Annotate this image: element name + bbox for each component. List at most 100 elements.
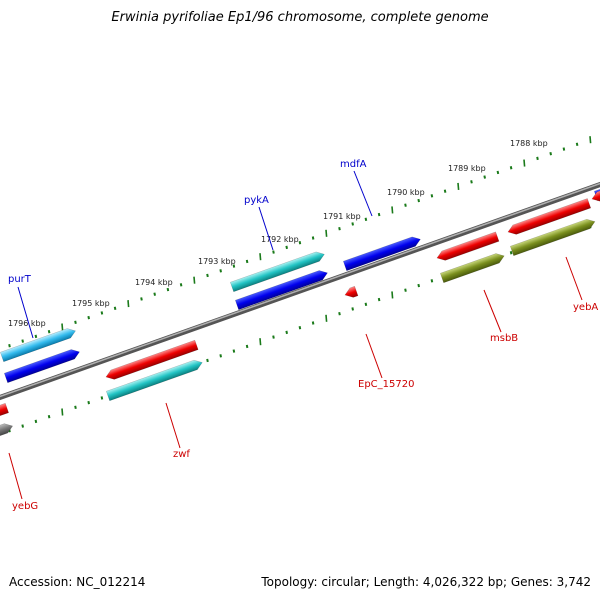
gene-feature-arrow	[106, 359, 203, 402]
reverse-tick	[325, 314, 328, 322]
forward-tick	[140, 297, 143, 301]
gene-feature-arrow	[436, 231, 500, 261]
gene-feature-arrow	[0, 328, 76, 363]
forward-tick	[311, 236, 315, 240]
leader-line	[483, 289, 502, 333]
forward-tick	[219, 269, 222, 273]
forward-tick	[74, 320, 77, 325]
forward-tick	[100, 311, 104, 315]
forward-tick	[179, 283, 183, 287]
forward-tick	[272, 250, 275, 254]
reverse-tick	[61, 408, 64, 416]
reverse-tick	[47, 414, 51, 419]
reverse-tick	[34, 419, 38, 424]
forward-tick	[589, 136, 592, 144]
scale-label: 1788 kbp	[510, 139, 548, 148]
gene-feature-arrow	[440, 253, 505, 284]
reverse-tick	[272, 335, 275, 339]
reverse-tick	[430, 279, 434, 283]
forward-tick	[206, 273, 209, 278]
scale-label: 1794 kbp	[135, 278, 173, 287]
gene-feature-arrow	[230, 251, 325, 293]
reverse-tick	[364, 302, 368, 306]
gene-feature-arrow	[0, 402, 9, 417]
reverse-tick	[285, 330, 288, 335]
gene-labels: purT pykA mdfA zwf EpC_15720 msbB yebA yebG	[8, 159, 598, 512]
forward-tick	[259, 253, 262, 261]
map-title: Erwinia pyrifoliae Ep1/96 chromosome, co…	[111, 10, 489, 25]
forward-tick	[430, 194, 434, 198]
forward-tick	[34, 334, 38, 339]
forward-tick	[61, 323, 64, 331]
gene-feature-arrow	[344, 285, 359, 298]
forward-tick	[232, 264, 236, 268]
leader-line	[8, 452, 23, 500]
forward-tick	[457, 182, 460, 191]
forward-tick	[562, 147, 566, 151]
gene-feature-arrow	[510, 218, 596, 257]
scale-labels: 1796 kbp 1795 kbp 1794 kbp 1793 kbp 1792 kbp…	[8, 139, 548, 328]
forward-tick	[536, 156, 539, 161]
reverse-tick	[298, 325, 302, 330]
forward-tick	[47, 329, 51, 334]
reverse-tick	[338, 311, 341, 316]
gene-feature-arrow	[235, 270, 328, 311]
reverse-tick	[417, 283, 420, 288]
forward-tick	[417, 198, 420, 203]
forward-tick	[351, 222, 354, 226]
reverse-tick	[404, 288, 407, 292]
forward-tick	[496, 170, 500, 175]
forward-tick	[127, 300, 130, 308]
leader-line	[258, 206, 274, 251]
reverse-tick	[351, 307, 354, 311]
reverse-tick	[206, 358, 209, 363]
reverse-tick	[100, 396, 104, 400]
gene-feature-arrow	[0, 423, 14, 440]
gene-features	[0, 183, 600, 440]
gene-label-msbb: msbB	[490, 333, 518, 344]
forward-tick	[8, 344, 11, 348]
scale-label: 1791 kbp	[323, 212, 361, 221]
forward-tick	[153, 292, 156, 296]
forward-tick	[364, 217, 368, 221]
leader-line	[165, 402, 181, 449]
reverse-tick	[219, 354, 222, 358]
label-leader-lines	[8, 170, 583, 500]
scale-label: 1789 kbp	[448, 164, 486, 173]
reverse-tick	[87, 400, 90, 405]
accession-text: Accession: NC_012214	[9, 575, 146, 589]
forward-tick	[377, 212, 381, 217]
reverse-tick	[232, 349, 236, 353]
forward-tick	[21, 339, 24, 343]
forward-tick	[549, 152, 552, 156]
gene-label-yeba: yebA	[573, 302, 598, 313]
reverse-tick	[21, 424, 24, 428]
forward-tick	[87, 315, 90, 320]
forward-tick	[509, 166, 513, 170]
scale-label: 1796 kbp	[8, 319, 46, 328]
forward-tick	[338, 226, 341, 231]
gene-feature-arrow	[105, 339, 199, 380]
gene-label-zwf: zwf	[173, 449, 190, 460]
chromosome-backbone-highlight	[0, 182, 600, 398]
leader-line	[353, 170, 373, 217]
gene-feature-arrow	[591, 183, 600, 202]
forward-tick	[166, 287, 170, 292]
gene-label-mdfa: mdfA	[340, 159, 367, 170]
chromosome-backbone	[0, 181, 600, 401]
forward-tick	[325, 229, 328, 237]
reverse-tick	[311, 321, 315, 325]
gene-label-purt: purT	[8, 274, 32, 285]
reverse-scale-ticks	[8, 221, 592, 433]
forward-tick	[285, 245, 288, 250]
scale-label: 1790 kbp	[387, 188, 425, 197]
forward-tick	[443, 189, 447, 193]
forward-tick	[391, 206, 394, 214]
forward-tick	[113, 306, 117, 310]
forward-tick	[193, 276, 196, 284]
forward-tick	[298, 240, 302, 245]
gene-feature-arrow	[507, 198, 592, 235]
forward-tick	[575, 142, 579, 147]
gene-label-pyka: pykA	[244, 195, 269, 206]
